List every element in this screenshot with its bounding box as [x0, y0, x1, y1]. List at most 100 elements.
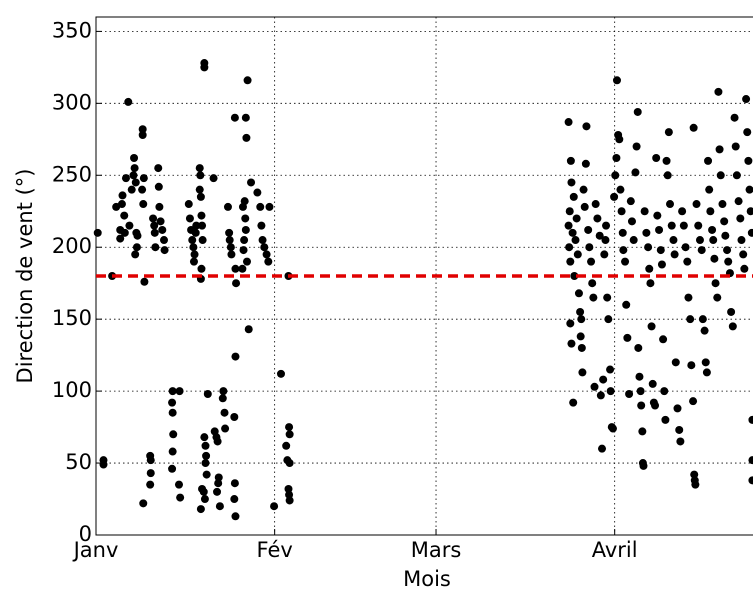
point — [633, 107, 642, 116]
y-axis-label: Direction de vent (°) — [13, 169, 37, 384]
point — [200, 495, 209, 504]
point — [748, 415, 753, 424]
point — [656, 246, 665, 255]
point — [587, 257, 596, 266]
point — [127, 185, 136, 194]
y-tick-label: 0 — [79, 522, 92, 546]
point — [191, 228, 200, 237]
point — [709, 236, 718, 245]
point — [577, 343, 586, 352]
point — [585, 243, 594, 252]
point — [644, 243, 653, 252]
point — [596, 391, 605, 400]
point — [117, 200, 126, 209]
point — [673, 404, 682, 413]
point — [632, 142, 641, 151]
point — [603, 293, 612, 302]
point — [621, 257, 630, 266]
point — [175, 387, 184, 396]
point — [651, 401, 660, 410]
point — [225, 236, 234, 245]
point — [584, 225, 593, 234]
point — [239, 246, 248, 255]
point — [285, 459, 294, 468]
point — [219, 387, 228, 396]
point — [213, 487, 222, 496]
point — [214, 479, 223, 488]
point — [662, 156, 671, 165]
point — [209, 174, 218, 183]
point — [130, 164, 139, 173]
point — [701, 358, 710, 367]
point — [565, 207, 574, 216]
point — [230, 413, 239, 422]
point — [189, 257, 198, 266]
point — [150, 221, 159, 230]
y-tick-label: 200 — [52, 234, 92, 258]
point — [687, 361, 696, 370]
point — [670, 250, 679, 259]
point — [221, 424, 230, 433]
point — [200, 433, 209, 442]
point — [154, 182, 163, 191]
point — [625, 389, 634, 398]
point — [132, 243, 141, 252]
y-tick-label: 100 — [52, 378, 92, 402]
point — [642, 228, 651, 237]
point — [192, 221, 201, 230]
point — [578, 368, 587, 377]
point — [160, 246, 169, 255]
point — [608, 424, 617, 433]
point — [715, 145, 724, 154]
point — [120, 228, 129, 237]
point — [196, 171, 205, 180]
point — [720, 217, 729, 226]
point — [618, 228, 627, 237]
point — [676, 437, 685, 446]
point — [156, 217, 165, 226]
point — [690, 470, 699, 479]
point — [146, 469, 155, 478]
point — [256, 202, 265, 211]
point — [197, 211, 206, 220]
point — [730, 113, 739, 122]
point — [198, 236, 207, 245]
point — [684, 293, 693, 302]
point — [121, 174, 130, 183]
point — [704, 156, 713, 165]
point — [139, 200, 148, 209]
point — [176, 493, 185, 502]
point — [116, 234, 125, 243]
point — [634, 343, 643, 352]
point — [663, 171, 672, 180]
point — [169, 430, 178, 439]
point — [647, 322, 656, 331]
point — [739, 250, 748, 259]
point — [689, 123, 698, 132]
point — [198, 221, 207, 230]
point — [716, 171, 725, 180]
point — [695, 236, 704, 245]
point — [626, 197, 635, 206]
y-tick-label: 300 — [52, 90, 92, 114]
point — [243, 76, 252, 85]
point — [125, 221, 134, 230]
point — [606, 365, 615, 374]
point — [196, 192, 205, 201]
point — [118, 191, 127, 200]
point — [636, 387, 645, 396]
point — [566, 156, 575, 165]
point — [612, 154, 621, 163]
point — [201, 441, 210, 450]
point — [635, 372, 644, 381]
point — [683, 257, 692, 266]
point — [686, 315, 695, 324]
point — [616, 185, 625, 194]
point — [702, 368, 711, 377]
point — [740, 264, 749, 273]
point — [667, 221, 676, 230]
point — [697, 246, 706, 255]
point — [564, 118, 573, 127]
point — [713, 293, 722, 302]
point — [189, 243, 198, 252]
